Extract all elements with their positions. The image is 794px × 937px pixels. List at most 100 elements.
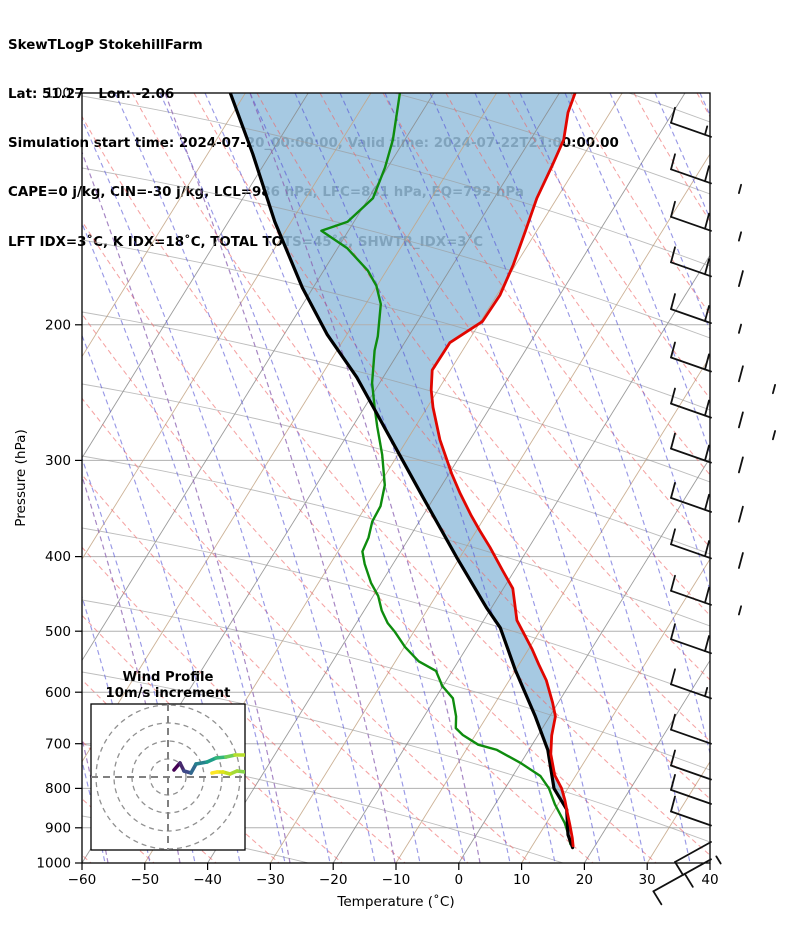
- barb-tick: [670, 668, 676, 686]
- moist-adiabat-line: [82, 118, 331, 863]
- dry-adiabat-line: [82, 115, 710, 856]
- height-line: [392, 93, 710, 195]
- wind-barb: [652, 855, 722, 906]
- wind-barb: [670, 432, 744, 474]
- moist-adiabat-line: [339, 93, 601, 863]
- mixing-ratio-line: [164, 93, 396, 863]
- barb-tick: [670, 795, 676, 813]
- wind-barb: [674, 841, 712, 876]
- barb-tick: [738, 456, 744, 474]
- hodograph-subtitle: 10m/s increment: [106, 686, 231, 701]
- moist-adiabat-line: [159, 93, 421, 863]
- height-line: [82, 0, 710, 50]
- header-title: SkewTLogP StokehillFarm: [8, 37, 203, 53]
- barb-half-tick: [738, 605, 742, 616]
- height-line: [82, 455, 710, 627]
- barb-tick: [704, 540, 710, 557]
- x-tick-label: 10: [513, 872, 530, 888]
- isotherm-line: [773, 93, 794, 863]
- wind-barb: [670, 668, 712, 700]
- y-tick-label: 900: [45, 820, 71, 836]
- isotherm-line: [395, 355, 710, 863]
- moist-adiabat-line: [294, 93, 556, 863]
- x-tick-label: −10: [382, 872, 411, 888]
- mixing-ratio-line: [249, 93, 481, 863]
- barb-half-tick: [738, 183, 742, 195]
- barb-tick: [670, 481, 676, 499]
- barb-tick: [670, 153, 676, 171]
- barb-tick: [704, 635, 710, 652]
- y-tick-label: 500: [45, 624, 71, 640]
- barb-tick: [738, 270, 744, 288]
- barb-half-tick: [772, 430, 776, 441]
- moist-adiabat-line: [249, 93, 511, 863]
- wind-barb: [670, 200, 742, 242]
- dry-adiabat-line: [82, 397, 531, 863]
- x-tick-label: −30: [256, 872, 285, 888]
- barb-tick: [670, 574, 676, 592]
- barb-tick: [704, 258, 710, 276]
- barb-tick: [738, 365, 744, 383]
- dry-adiabat-line: [507, 93, 710, 400]
- dewpoint-curve: [320, 93, 572, 846]
- y-axis-label: Pressure (hPa): [13, 429, 29, 527]
- wind-barb: [670, 341, 776, 395]
- wind-barb: [670, 106, 712, 138]
- dry-adiabat-line: [319, 93, 710, 617]
- barb-half-tick: [715, 855, 722, 865]
- barb-tick: [704, 493, 710, 511]
- wind-barb: [670, 574, 742, 616]
- dry-adiabat-line: [256, 93, 710, 681]
- hodograph-trace-lower: [210, 770, 219, 775]
- barb-tick: [670, 200, 676, 218]
- wind-barb: [670, 481, 744, 523]
- wind-barb: [670, 153, 742, 195]
- isotherm-line: [270, 153, 710, 863]
- isotherm-line: [584, 659, 710, 863]
- isotherm-line: [332, 254, 710, 863]
- plot-border: [81, 92, 711, 864]
- isotherm-line: [458, 456, 710, 863]
- barb-tick: [704, 212, 710, 230]
- dry-adiabat-line: [633, 93, 710, 223]
- moist-adiabat-line: [474, 93, 710, 756]
- barb-tick: [674, 861, 684, 876]
- moist-adiabat-line: [564, 93, 710, 455]
- isotherm-line: [82, 93, 309, 459]
- barb-half-tick: [704, 687, 709, 697]
- isotherm-line: [207, 93, 686, 863]
- barb-tick: [704, 444, 710, 462]
- barb-half-tick: [772, 383, 776, 395]
- wind-barb: [670, 749, 712, 781]
- barb-tick: [670, 293, 676, 311]
- barb-tick: [652, 890, 663, 906]
- height-line: [82, 527, 710, 699]
- dry-adiabat-line: [82, 313, 594, 863]
- barb-tick: [670, 749, 676, 767]
- hodograph-body: [91, 704, 245, 850]
- moist-adiabat-line: [519, 93, 710, 593]
- isotherm-line: [82, 93, 246, 358]
- header-latlon: Lat: 51.27 Lon: -2.06: [8, 87, 175, 103]
- barb-tick: [670, 246, 676, 264]
- isotherm-line: [646, 760, 710, 863]
- x-tick-label: 40: [701, 872, 718, 888]
- wind-barb: [670, 623, 712, 655]
- barb-half-tick: [738, 231, 742, 242]
- x-axis-label: Temperature (˚C): [336, 893, 454, 910]
- hodograph-title: Wind Profile: [123, 670, 214, 685]
- hodograph-trace-upper: [194, 760, 209, 766]
- isotherm-line: [521, 558, 710, 863]
- wind-barb: [670, 387, 776, 441]
- moist-adiabat-line: [82, 222, 286, 863]
- dry-adiabat-line: [193, 93, 710, 742]
- barb-tick: [704, 305, 710, 322]
- barb-tick: [670, 432, 676, 450]
- cin-shaded-area: [230, 93, 576, 848]
- barb-half-tick: [704, 125, 709, 136]
- dry-adiabat-line: [760, 93, 794, 863]
- barb-tick: [704, 586, 710, 604]
- dry-adiabat-line: [82, 220, 657, 863]
- wind-barb: [670, 774, 712, 805]
